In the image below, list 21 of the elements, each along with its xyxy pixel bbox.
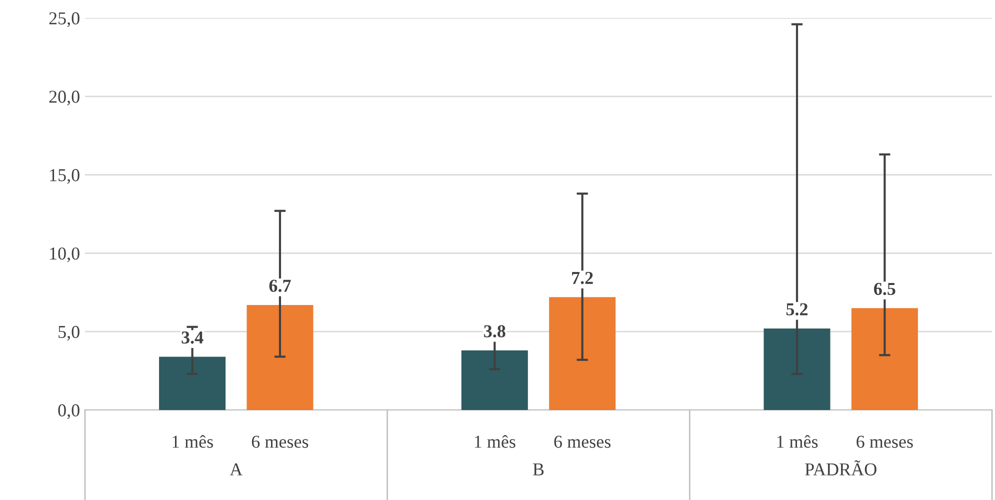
data-label: 5.2 xyxy=(786,303,808,316)
data-label: 6.5 xyxy=(874,282,896,296)
text: 6 meses xyxy=(856,436,913,448)
text: 1 mês xyxy=(474,435,516,448)
y-tick-label: 25,0 xyxy=(49,12,80,28)
x-tick-label: PADRÃO xyxy=(805,460,876,476)
text: 6 meses xyxy=(554,436,611,448)
data-label: 6.7 xyxy=(269,280,291,292)
text: 1 mês xyxy=(777,435,818,448)
data-label: 7.2 xyxy=(572,272,593,284)
series-label: 1 mês xyxy=(172,435,213,448)
y-tick-label: 10,0 xyxy=(50,247,80,262)
data-label: 3.8 xyxy=(484,325,506,338)
data-label: 3.4 xyxy=(182,331,204,344)
y-tick-label: 5,0 xyxy=(58,326,80,341)
x-tick-label: B xyxy=(532,463,544,476)
series-label: 6 meses xyxy=(252,436,308,448)
y-tick-label: 20,0 xyxy=(49,90,80,106)
y-tick-label: 15,0 xyxy=(50,169,80,184)
x-tick-label: A xyxy=(230,463,243,476)
y-tick-label: 0,0 xyxy=(58,404,80,420)
